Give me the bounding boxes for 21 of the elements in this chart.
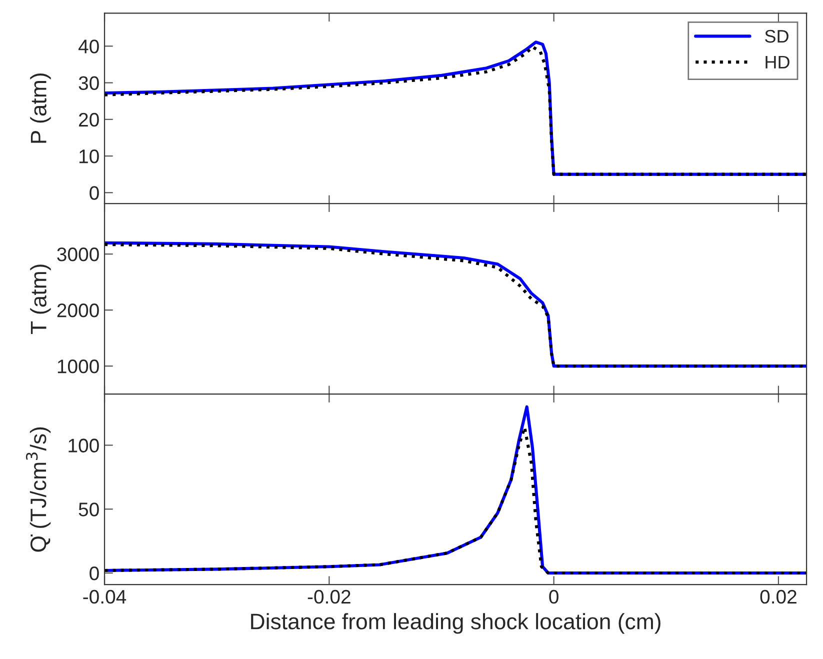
y-tick-label: 100: [68, 438, 99, 452]
x-tick-label: 0: [549, 590, 558, 604]
y-tick-label: 2000: [57, 304, 99, 318]
y-axis-title: P (atm): [30, 74, 51, 143]
y-tick-label: 3000: [57, 248, 99, 262]
legend-label: SD: [765, 30, 788, 43]
y-tick-label: 50: [78, 502, 99, 516]
y-axis-title: T (atm): [30, 264, 51, 334]
y-tick-label: 20: [79, 112, 99, 127]
y-tick-label: 10: [80, 149, 99, 164]
y-tick-label: 0: [90, 566, 99, 580]
legend-label: HD: [766, 56, 790, 68]
x-tick-label: -0.04: [83, 590, 126, 604]
y-tick-label: 1000: [58, 360, 99, 374]
y-axis-title: Q̇ (TJ/cm$^{3}$/s): [26, 427, 51, 552]
y-tick-label: 0: [90, 186, 99, 200]
y-tick-label: 30: [78, 76, 99, 90]
x-axis-title: Distance from leading shock location (cm): [251, 613, 660, 634]
x-tick-label: 0.02: [760, 590, 796, 604]
x-tick-label: -0.02: [308, 590, 350, 604]
y-tick-label: 40: [78, 40, 99, 54]
